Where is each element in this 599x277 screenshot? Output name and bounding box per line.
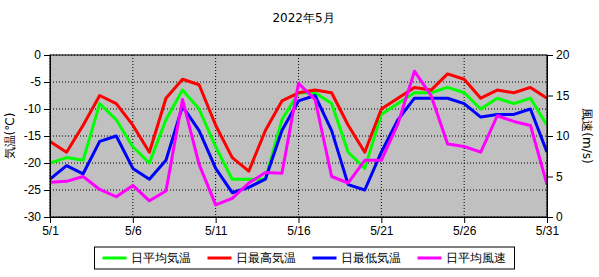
- tick: 5/26: [453, 217, 477, 238]
- tick-mark: [44, 55, 50, 56]
- tick-label: 5/6: [125, 224, 142, 238]
- tick-mark: [381, 217, 382, 223]
- tick-mark: [216, 217, 217, 223]
- tick-mark: [44, 163, 50, 164]
- tick-mark: [44, 109, 50, 110]
- legend-swatch: [103, 257, 127, 260]
- x-axis: 5/1 5/6 5/11 5/16 5/21 5/26 5/31: [42, 217, 559, 238]
- legend-swatch: [313, 257, 337, 260]
- tick-label: -30: [24, 210, 42, 224]
- tick: -10: [24, 102, 50, 116]
- legend-label: 日最低気温: [341, 251, 401, 265]
- tick: 5: [547, 170, 563, 184]
- tick: 5/1: [42, 217, 59, 238]
- tick-mark: [547, 177, 553, 178]
- legend-label: 日最高気温: [236, 251, 296, 265]
- tick-mark: [44, 136, 50, 137]
- tick-label: -5: [30, 75, 41, 89]
- tick-label: 20: [556, 48, 570, 62]
- legend-label: 日平均気温: [131, 251, 191, 265]
- plot-frame: [50, 55, 547, 217]
- tick-label: 0: [556, 210, 563, 224]
- tick-mark: [44, 82, 50, 83]
- tick-mark: [547, 96, 553, 97]
- tick-mark: [299, 217, 300, 223]
- tick: 10: [547, 129, 570, 143]
- tick-label: 5/21: [370, 224, 394, 238]
- y-axis: -30 -25 -20 -15 -10 -5 0: [24, 48, 51, 224]
- y2-axis-title: 風速(m/s): [580, 108, 594, 163]
- tick-label: -20: [24, 156, 42, 170]
- legend-swatch: [208, 257, 232, 260]
- tick: 0: [34, 48, 50, 62]
- tick-mark: [44, 190, 50, 191]
- tick-mark: [44, 217, 50, 218]
- tick-label: -15: [24, 129, 42, 143]
- tick-mark: [464, 217, 465, 223]
- grid-line-x: [132, 55, 133, 217]
- series-line: [50, 96, 547, 193]
- tick-label: 5/1: [42, 224, 59, 238]
- grid-line-x: [381, 55, 382, 217]
- title: 2022年5月: [272, 11, 334, 25]
- tick-label: -10: [24, 102, 42, 116]
- tick: -30: [24, 210, 50, 224]
- series-group: [50, 71, 547, 205]
- tick: 0: [547, 210, 563, 224]
- tick-label: 5/26: [453, 224, 477, 238]
- tick: -5: [30, 75, 50, 89]
- tick: 5/31: [536, 217, 560, 238]
- tick: 5/6: [125, 217, 142, 238]
- tick: 15: [547, 89, 570, 103]
- tick-mark: [133, 217, 134, 223]
- tick-label: 10: [556, 129, 570, 143]
- tick: 5/21: [370, 217, 394, 238]
- grid-line-x: [298, 55, 299, 217]
- tick: 5/16: [287, 217, 311, 238]
- grid: [50, 55, 547, 217]
- y-axis-title: 気温(℃): [3, 113, 17, 160]
- plot-background: [50, 55, 547, 217]
- tick-mark: [547, 55, 553, 56]
- tick-label: -25: [24, 183, 42, 197]
- legend: 日平均気温 日最高気温 日最低気温 日平均風速: [95, 247, 515, 269]
- tick-label: 5/31: [536, 224, 560, 238]
- legend-label: 日平均風速: [446, 251, 506, 265]
- tick-mark: [50, 217, 51, 223]
- tick-label: 5/16: [287, 224, 311, 238]
- legend-swatch: [418, 257, 442, 260]
- tick: -15: [24, 129, 50, 143]
- series-line: [50, 71, 547, 205]
- axis-line: [50, 56, 51, 218]
- tick: -25: [24, 183, 50, 197]
- legend-box: [95, 247, 515, 269]
- tick-mark: [547, 217, 548, 223]
- tick: -20: [24, 156, 50, 170]
- tick-label: 15: [556, 89, 570, 103]
- tick-mark: [547, 136, 553, 137]
- tick-label: 0: [34, 48, 41, 62]
- tick-label: 5/11: [205, 224, 228, 238]
- tick: 20: [547, 48, 570, 62]
- y2-axis: 0 5 10 15 20: [547, 48, 570, 224]
- grid-line-x: [215, 55, 216, 217]
- tick: 5/11: [205, 217, 228, 238]
- chart: -30 -25 -20 -15 -10 -5 0 0 5 10 15 20 5/1 5/6 5/11 5/16…: [0, 0, 599, 277]
- tick-label: 5: [556, 170, 563, 184]
